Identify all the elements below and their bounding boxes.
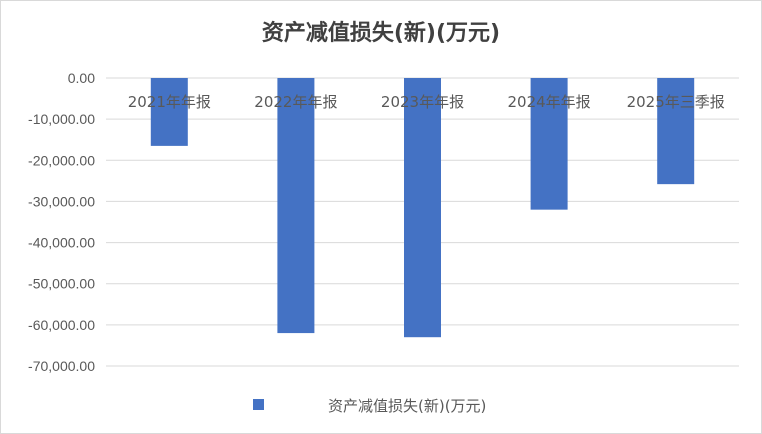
bar <box>277 78 315 334</box>
y-tick-label: -30,000.00 <box>28 193 95 209</box>
y-tick-label: 0.00 <box>68 70 95 86</box>
x-category-label: 2024年年报 <box>508 93 591 111</box>
chart-title: 资产减值损失(新)(万元) <box>261 21 501 46</box>
y-tick-label: -20,000.00 <box>28 152 95 168</box>
x-category-label: 2025年三季报 <box>627 93 725 111</box>
bar <box>150 78 188 146</box>
y-tick-label: -10,000.00 <box>28 111 95 127</box>
legend-swatch <box>253 399 264 410</box>
bar <box>530 78 568 210</box>
x-category-label: 2022年年报 <box>254 93 337 111</box>
legend-label: 资产减值损失(新)(万元) <box>328 397 486 415</box>
y-tick-label: -50,000.00 <box>28 276 95 292</box>
bar <box>404 78 441 338</box>
y-tick-label: -40,000.00 <box>28 235 95 251</box>
x-category-label: 2023年年报 <box>381 93 464 111</box>
y-tick-label: -60,000.00 <box>28 317 95 333</box>
bar <box>657 78 695 185</box>
y-tick-label: -70,000.00 <box>28 358 95 374</box>
x-category-label: 2021年年报 <box>128 93 211 111</box>
